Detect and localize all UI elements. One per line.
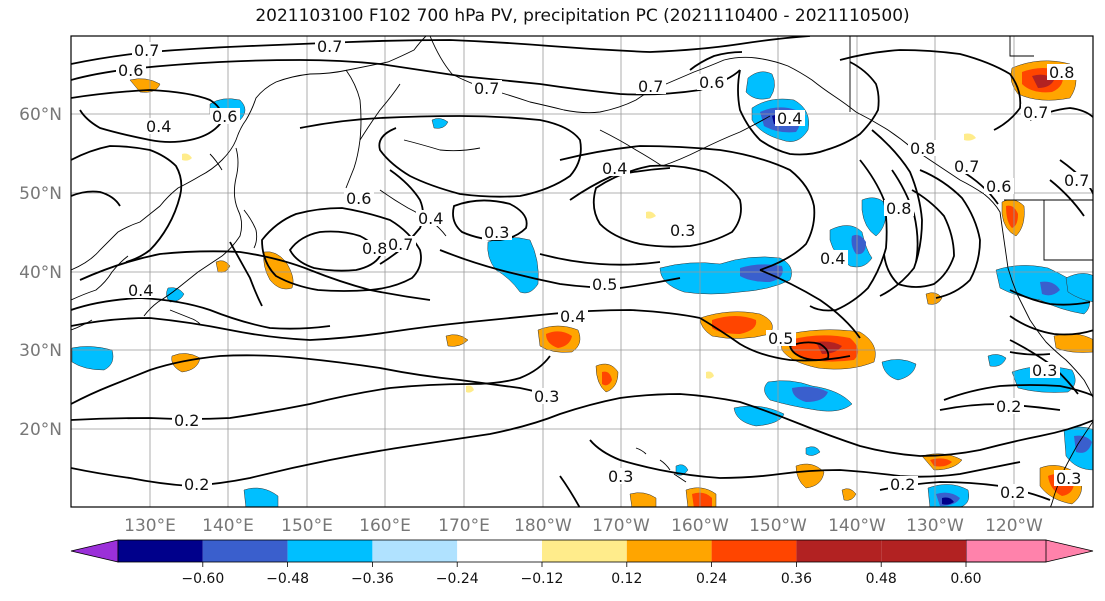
colorbar-tick-label: −0.60	[181, 571, 224, 587]
colorbar-segment	[202, 540, 288, 562]
contour-label: 0.8	[910, 139, 935, 158]
colorbar-tick-label: 0.24	[696, 571, 727, 587]
colorbar-tick-label: −0.36	[351, 571, 394, 587]
colorbar-segment	[457, 540, 542, 562]
colorbar-frame	[117, 539, 1047, 563]
contour-label: 0.2	[184, 475, 209, 494]
lon-label: 130°W	[906, 516, 964, 536]
contour-label: 0.6	[212, 107, 237, 126]
colorbar-tick-label: −0.48	[266, 571, 309, 587]
colorbar-tick-label: 0.36	[781, 571, 812, 587]
lon-label: 150°W	[749, 516, 807, 536]
lon-label: 160°E	[359, 516, 411, 536]
colorbar-tick-label: −0.24	[436, 571, 479, 587]
colorbar-segment	[372, 540, 458, 562]
lat-label: 40°N	[19, 263, 62, 283]
contour-label: 0.3	[1032, 361, 1057, 380]
weak-positive-areas	[182, 133, 976, 393]
coastlines	[71, 36, 1093, 507]
contour-label: 0.6	[118, 61, 143, 80]
contour-label: 0.6	[699, 73, 724, 92]
contour-label: 0.6	[346, 189, 371, 208]
longitude-labels: 130°E 140°E 150°E 160°E 170°E 180°W 170°…	[124, 516, 1043, 536]
lon-label: 140°E	[202, 516, 254, 536]
lon-label: 120°W	[985, 516, 1043, 536]
contour-label: 0.4	[602, 159, 627, 178]
contour-label: 0.8	[886, 199, 911, 218]
lat-label: 20°N	[19, 420, 62, 440]
lon-label: 140°W	[828, 516, 886, 536]
colorbar-tick-label: 0.48	[866, 571, 897, 587]
colorbar-segment	[711, 540, 797, 562]
contour-label: 0.4	[128, 281, 153, 300]
lat-label: 60°N	[19, 105, 62, 125]
contour-label: 0.3	[1056, 469, 1081, 488]
latitude-labels: 60°N 50°N 40°N 30°N 20°N	[19, 105, 62, 440]
contour-label: 0.2	[174, 411, 199, 430]
contour-label: 0.7	[388, 235, 413, 254]
contour-label: 0.2	[1000, 483, 1025, 502]
contour-label: 0.8	[1049, 63, 1074, 82]
colorbar-segment	[626, 540, 712, 562]
contour-label: 0.6	[986, 177, 1011, 196]
map-frame	[70, 35, 1094, 508]
contour-label: 0.7	[954, 157, 979, 176]
lon-label: 180°W	[514, 516, 572, 536]
colorbar-segment	[118, 540, 203, 562]
colorbar-segment	[796, 540, 882, 562]
contour-label: 0.7	[638, 77, 663, 96]
contour-label: 0.7	[134, 41, 159, 60]
contour-label: 0.7	[1064, 171, 1089, 190]
contour-labels: 0.7 0.7 0.6 0.4 0.6 0.7 0.7 0.6 0.4 0.8 …	[116, 37, 1092, 502]
contour-label: 0.7	[1023, 103, 1048, 122]
lon-label: 160°W	[671, 516, 729, 536]
colorbar-left-extension	[70, 539, 119, 563]
colorbar-right-extension	[965, 539, 1094, 563]
contour-label: 0.4	[777, 109, 802, 128]
map-title: 2021103100 F102 700 hPa PV, precipitatio…	[255, 6, 910, 26]
contour-label: 0.5	[768, 329, 793, 348]
lat-label: 50°N	[19, 184, 62, 204]
colorbar: −0.60 −0.48 −0.36 −0.24 −0.12 0.12 0.24 …	[70, 539, 1094, 587]
contour-label: 0.3	[484, 223, 509, 242]
lon-label: 170°W	[592, 516, 650, 536]
colorbar-segment	[287, 540, 373, 562]
contour-label: 0.7	[474, 79, 499, 98]
contour-label: 0.3	[608, 467, 633, 486]
gridlines	[71, 36, 1093, 507]
colorbar-tick-label: −0.12	[521, 571, 564, 587]
contour-label: 0.4	[820, 249, 845, 268]
colorbar-tick-label: 0.12	[611, 571, 642, 587]
lat-label: 30°N	[19, 341, 62, 361]
contour-label: 0.3	[670, 221, 695, 240]
contour-label: 0.2	[996, 397, 1021, 416]
colorbar-segment	[881, 540, 966, 562]
contour-label: 0.4	[146, 117, 171, 136]
lon-label: 150°E	[281, 516, 333, 536]
contour-label: 0.7	[317, 37, 342, 56]
colorbar-ticks	[202, 562, 967, 567]
contour-label: 0.3	[534, 387, 559, 406]
colorbar-tick-label: 0.60	[950, 571, 981, 587]
lon-label: 170°E	[438, 516, 490, 536]
contour-label: 0.4	[418, 209, 443, 228]
contour-label: 0.2	[890, 475, 915, 494]
colorbar-segment	[542, 540, 627, 562]
contour-label: 0.5	[592, 275, 617, 294]
contour-label: 0.8	[362, 239, 387, 258]
contour-label: 0.4	[560, 307, 585, 326]
lon-label: 130°E	[124, 516, 176, 536]
